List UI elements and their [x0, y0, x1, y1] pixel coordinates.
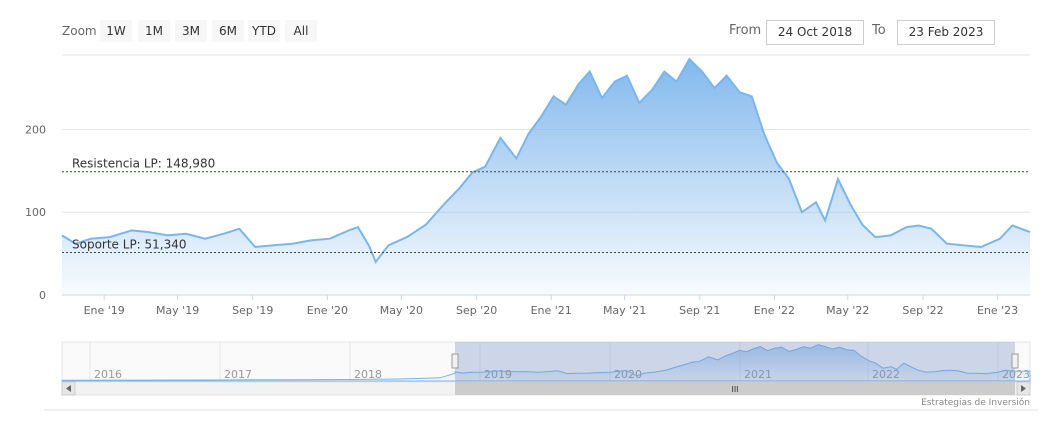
zoom-label: Zoom: [62, 24, 97, 38]
x-tick-label: Ene '19: [84, 304, 125, 317]
price-line: [61, 57, 1031, 264]
zoom-3m-button[interactable]: 3M: [175, 20, 207, 42]
scrollbar-thumb[interactable]: [455, 382, 1015, 395]
y-tick-label: 0: [39, 289, 46, 302]
navigator-left-handle[interactable]: [451, 353, 459, 369]
range-selector: Zoom 1W 1M 3M 6M YTD All From To: [0, 0, 1050, 50]
zoom-1m-button[interactable]: 1M: [138, 20, 170, 42]
x-tick-label: Ene '21: [531, 304, 572, 317]
navigator-year-label: 2017: [224, 368, 252, 381]
arrow-right-icon: [1021, 385, 1026, 392]
x-tick-label: May '19: [156, 304, 199, 317]
x-tick-label: May '22: [826, 304, 869, 317]
zoom-6m-button[interactable]: 6M: [212, 20, 244, 42]
level-label: Soporte LP: 51,340: [72, 238, 187, 252]
credits: Estrategias de Inversión: [921, 398, 1030, 408]
y-tick-label: 100: [25, 206, 46, 219]
y-tick-label: 200: [25, 123, 46, 136]
navigator-year-label: 2016: [94, 368, 122, 381]
from-date-input[interactable]: [766, 20, 864, 45]
x-tick-label: Ene '23: [977, 304, 1018, 317]
x-tick-label: Sep '20: [456, 304, 497, 317]
arrow-left-icon: [66, 385, 71, 392]
from-label: From: [729, 23, 762, 38]
y-axis: 0 100 200: [25, 123, 46, 302]
scrollbar-grip: III: [731, 385, 738, 394]
level-lines: Resistencia LP: 148,980 Soporte LP: 51,34…: [62, 157, 1030, 254]
x-tick-label: Sep '22: [902, 304, 943, 317]
x-tick-label: May '20: [380, 304, 423, 317]
navigator-right-handle[interactable]: [1011, 353, 1019, 369]
navigator-mask[interactable]: [455, 342, 1015, 382]
x-tick-label: Ene '22: [754, 304, 795, 317]
zoom-ytd-button[interactable]: YTD: [248, 20, 280, 42]
navigator-series: [61, 344, 1031, 382]
navigator-year-label: 2018: [354, 368, 382, 381]
x-tick-label: Ene '20: [307, 304, 348, 317]
zoom-all-button[interactable]: All: [285, 20, 317, 42]
x-tick-label: Sep '19: [232, 304, 273, 317]
navigator[interactable]: 20162017201820192020202120222023: [61, 341, 1031, 383]
x-tick-label: Sep '21: [679, 304, 720, 317]
price-area: [62, 59, 1030, 295]
scrollbar[interactable]: III: [61, 381, 1031, 396]
x-tick-label: May '21: [603, 304, 646, 317]
zoom-1w-button[interactable]: 1W: [100, 20, 132, 42]
to-date-input[interactable]: [897, 20, 995, 45]
x-axis: Ene '19 May '19 Sep '19 Ene '20 May '20 Sep '…: [84, 295, 1018, 317]
level-label: Resistencia LP: 148,980: [72, 157, 215, 171]
to-label: To: [872, 23, 886, 38]
